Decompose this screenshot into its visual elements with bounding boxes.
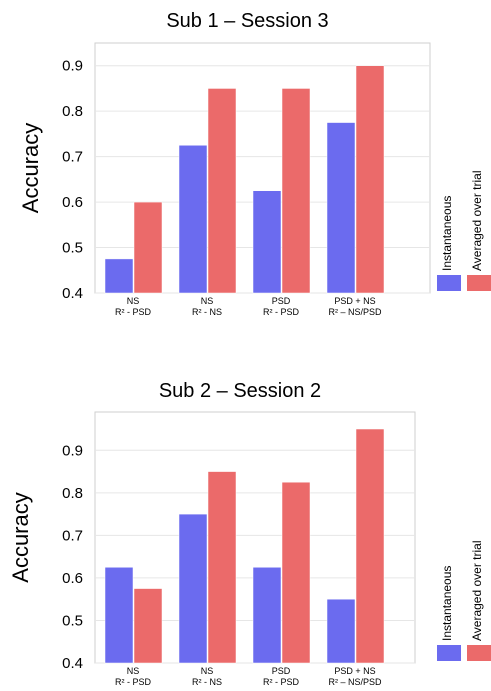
legend-label: Averaged over trial (470, 541, 484, 642)
bar-instantaneous (178, 513, 208, 664)
x-tick-label: NS (201, 296, 214, 306)
legend-swatch (437, 645, 461, 661)
y-tick-label: 0.9 (62, 442, 83, 459)
x-tick-label: NS (201, 666, 214, 676)
x-tick-label: R² - NS (192, 307, 222, 317)
y-tick-label: 0.4 (62, 285, 83, 302)
bar-instantaneous (104, 567, 134, 664)
y-tick-label: 0.7 (62, 527, 83, 544)
bar-instantaneous (178, 145, 208, 294)
y-tick-label: 0.7 (62, 149, 83, 166)
bar-instantaneous (326, 122, 356, 294)
y-tick-label: 0.6 (62, 194, 83, 211)
legend-swatch (467, 275, 491, 291)
legend-label: Instantaneous (440, 566, 454, 641)
x-tick-label: NS (127, 296, 140, 306)
x-tick-label: R² – NS/PSD (328, 307, 382, 317)
y-tick-label: 0.5 (62, 240, 83, 257)
bar-averaged-over-trial (355, 65, 385, 294)
bar-averaged-over-trial (207, 471, 237, 664)
bar-averaged-over-trial (355, 428, 385, 664)
y-tick-label: 0.8 (62, 485, 83, 502)
legend-swatch (437, 275, 461, 291)
x-tick-label: R² - PSD (263, 677, 300, 687)
x-tick-label: R² – NS/PSD (328, 677, 382, 687)
bar-averaged-over-trial (281, 481, 311, 664)
legend-label: Instantaneous (440, 196, 454, 271)
y-tick-label: 0.6 (62, 570, 83, 587)
bar-instantaneous (252, 567, 282, 664)
x-tick-label: R² - PSD (263, 307, 300, 317)
bar-instantaneous (326, 598, 356, 664)
legend-swatch (467, 645, 491, 661)
bar-averaged-over-trial (207, 88, 237, 294)
y-axis-label: Accuracy (18, 123, 43, 213)
x-tick-label: PSD (272, 666, 291, 676)
y-axis-label: Accuracy (8, 492, 33, 582)
x-tick-label: R² - PSD (115, 677, 152, 687)
chart-title: Sub 2 – Session 2 (159, 380, 321, 402)
y-tick-label: 0.8 (62, 103, 83, 120)
legend-label: Averaged over trial (470, 171, 484, 272)
x-tick-label: R² - NS (192, 677, 222, 687)
bar-averaged-over-trial (281, 88, 311, 294)
x-tick-label: PSD (272, 296, 291, 306)
bar-averaged-over-trial (133, 588, 163, 664)
chart-panel-2: Sub 2 – Session 2 0.4 0.5 0.6 0.7 0.8 0.9 Accur… (8, 380, 491, 687)
bar-instantaneous (104, 258, 134, 294)
x-tick-label: R² - PSD (115, 307, 152, 317)
chart-panel-1: Sub 1 – Session 3 0.4 0.5 0.6 0.7 0.8 0.9 Accur… (18, 10, 491, 317)
bar-averaged-over-trial (133, 201, 163, 294)
y-tick-label: 0.5 (62, 612, 83, 629)
chart-title: Sub 1 – Session 3 (166, 10, 328, 32)
y-tick-label: 0.9 (62, 58, 83, 75)
x-tick-label: PSD + NS (334, 296, 375, 306)
x-tick-label: PSD + NS (334, 666, 375, 676)
bar-instantaneous (252, 190, 282, 294)
y-tick-label: 0.4 (62, 655, 83, 672)
x-tick-label: NS (127, 666, 140, 676)
